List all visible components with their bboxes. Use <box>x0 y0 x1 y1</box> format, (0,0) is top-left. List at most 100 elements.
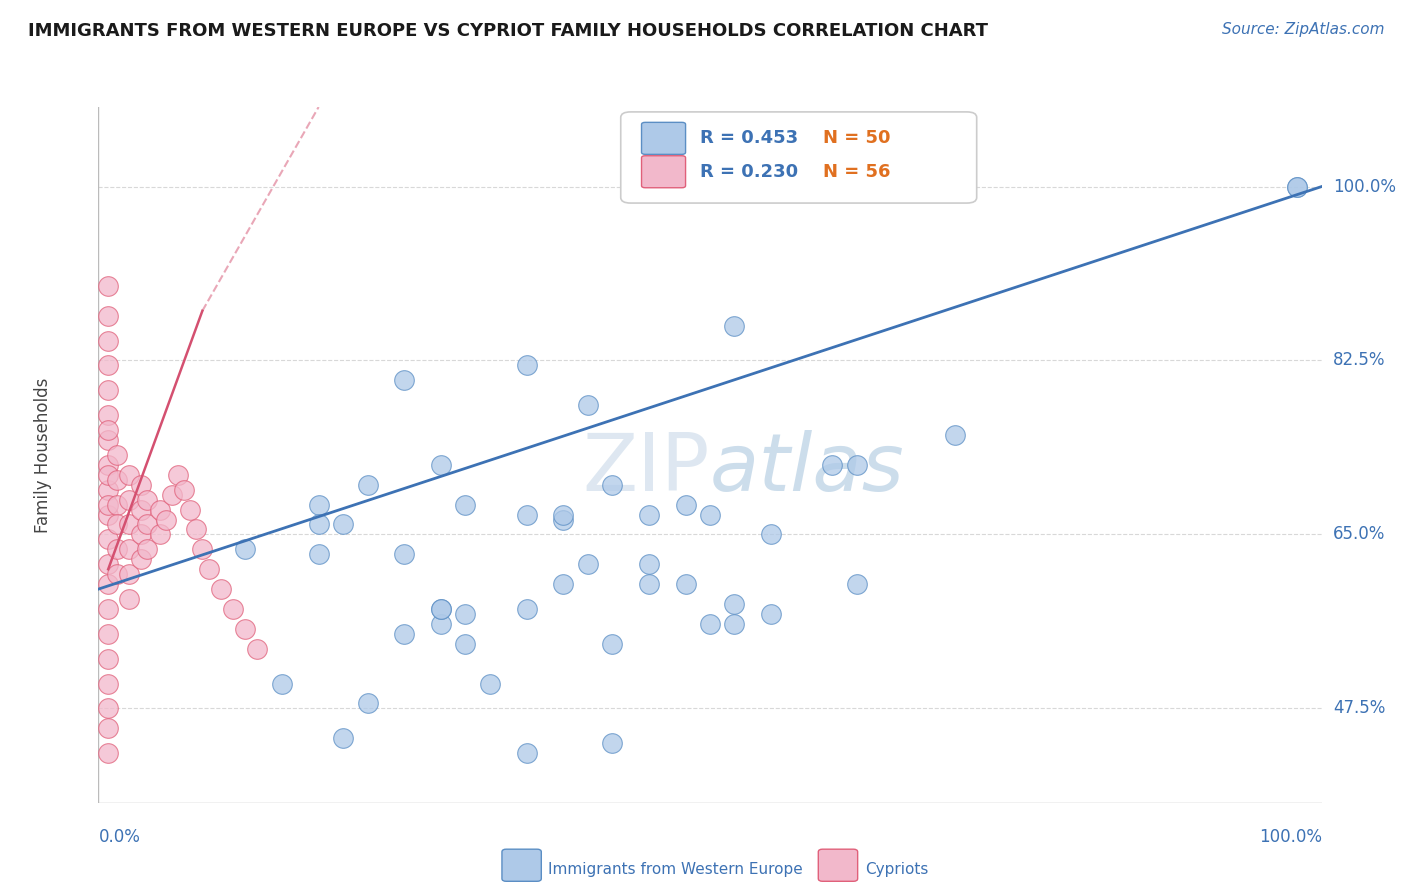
Point <box>167 467 190 482</box>
Point <box>118 592 141 607</box>
Point <box>129 552 152 566</box>
Point <box>149 527 172 541</box>
Point <box>1286 179 1309 194</box>
Point <box>105 542 128 557</box>
Point <box>600 477 623 491</box>
Point <box>209 582 232 596</box>
Text: ZIP: ZIP <box>582 430 710 508</box>
Point <box>97 602 120 616</box>
Point <box>723 318 745 333</box>
Point <box>821 458 844 472</box>
Text: atlas: atlas <box>710 430 905 508</box>
Point <box>118 542 141 557</box>
FancyBboxPatch shape <box>620 112 977 203</box>
Point <box>515 359 537 373</box>
Point <box>222 602 245 616</box>
Point <box>943 428 966 442</box>
Point <box>97 746 120 760</box>
Point <box>97 458 120 472</box>
FancyBboxPatch shape <box>641 156 686 187</box>
Text: Source: ZipAtlas.com: Source: ZipAtlas.com <box>1222 22 1385 37</box>
Point <box>118 467 141 482</box>
Point <box>97 309 120 323</box>
Point <box>233 542 256 557</box>
Point <box>97 498 120 512</box>
Point <box>197 562 219 576</box>
Point <box>97 433 120 447</box>
Point <box>97 558 120 572</box>
Point <box>699 508 721 522</box>
Point <box>149 502 172 516</box>
Point <box>308 517 330 532</box>
Point <box>761 527 783 541</box>
Point <box>97 423 120 437</box>
Text: 0.0%: 0.0% <box>98 828 141 846</box>
Point <box>97 359 120 373</box>
Point <box>515 508 537 522</box>
Point <box>576 398 599 412</box>
Point <box>600 736 623 750</box>
Point <box>173 483 195 497</box>
Text: 47.5%: 47.5% <box>1333 699 1385 717</box>
Point <box>105 517 128 532</box>
Point <box>118 492 141 507</box>
Point <box>675 498 697 512</box>
Point <box>97 279 120 293</box>
Point <box>136 517 159 532</box>
Point <box>246 641 269 656</box>
Point <box>97 651 120 665</box>
Point <box>600 637 623 651</box>
Point <box>576 558 599 572</box>
Point <box>723 597 745 611</box>
Point <box>392 627 416 641</box>
Point <box>845 458 868 472</box>
Point <box>118 517 141 532</box>
Point <box>155 512 177 526</box>
Point <box>430 602 453 616</box>
Point <box>332 731 354 746</box>
Point <box>392 547 416 561</box>
Text: Cypriots: Cypriots <box>865 863 928 877</box>
Point <box>233 622 256 636</box>
Point <box>270 676 294 690</box>
Text: Family Households: Family Households <box>34 377 52 533</box>
Point <box>97 508 120 522</box>
Text: R = 0.230: R = 0.230 <box>700 162 799 181</box>
Point <box>845 577 868 591</box>
Point <box>1286 179 1309 194</box>
Point <box>515 746 537 760</box>
Point <box>308 547 330 561</box>
Point <box>637 508 661 522</box>
Point <box>308 498 330 512</box>
Point <box>553 512 575 526</box>
Point <box>105 567 128 582</box>
Text: 100.0%: 100.0% <box>1258 828 1322 846</box>
FancyBboxPatch shape <box>641 122 686 154</box>
Point <box>105 473 128 487</box>
Text: N = 56: N = 56 <box>823 162 890 181</box>
Point <box>454 607 477 621</box>
Text: 100.0%: 100.0% <box>1333 178 1396 195</box>
Point <box>136 492 159 507</box>
Point <box>675 577 697 591</box>
Point <box>392 373 416 387</box>
Point <box>553 577 575 591</box>
Point <box>97 533 120 547</box>
Point <box>186 523 208 537</box>
Point <box>97 676 120 690</box>
Point <box>699 616 721 631</box>
Point <box>191 542 214 557</box>
Point <box>97 467 120 482</box>
Point <box>97 384 120 398</box>
Point <box>118 567 141 582</box>
Point <box>553 508 575 522</box>
Point <box>723 616 745 631</box>
Point <box>129 477 152 491</box>
Point <box>97 701 120 715</box>
Point <box>97 334 120 348</box>
Point <box>430 458 453 472</box>
Point <box>761 607 783 621</box>
Point <box>97 627 120 641</box>
Point <box>356 477 378 491</box>
Point <box>129 527 152 541</box>
